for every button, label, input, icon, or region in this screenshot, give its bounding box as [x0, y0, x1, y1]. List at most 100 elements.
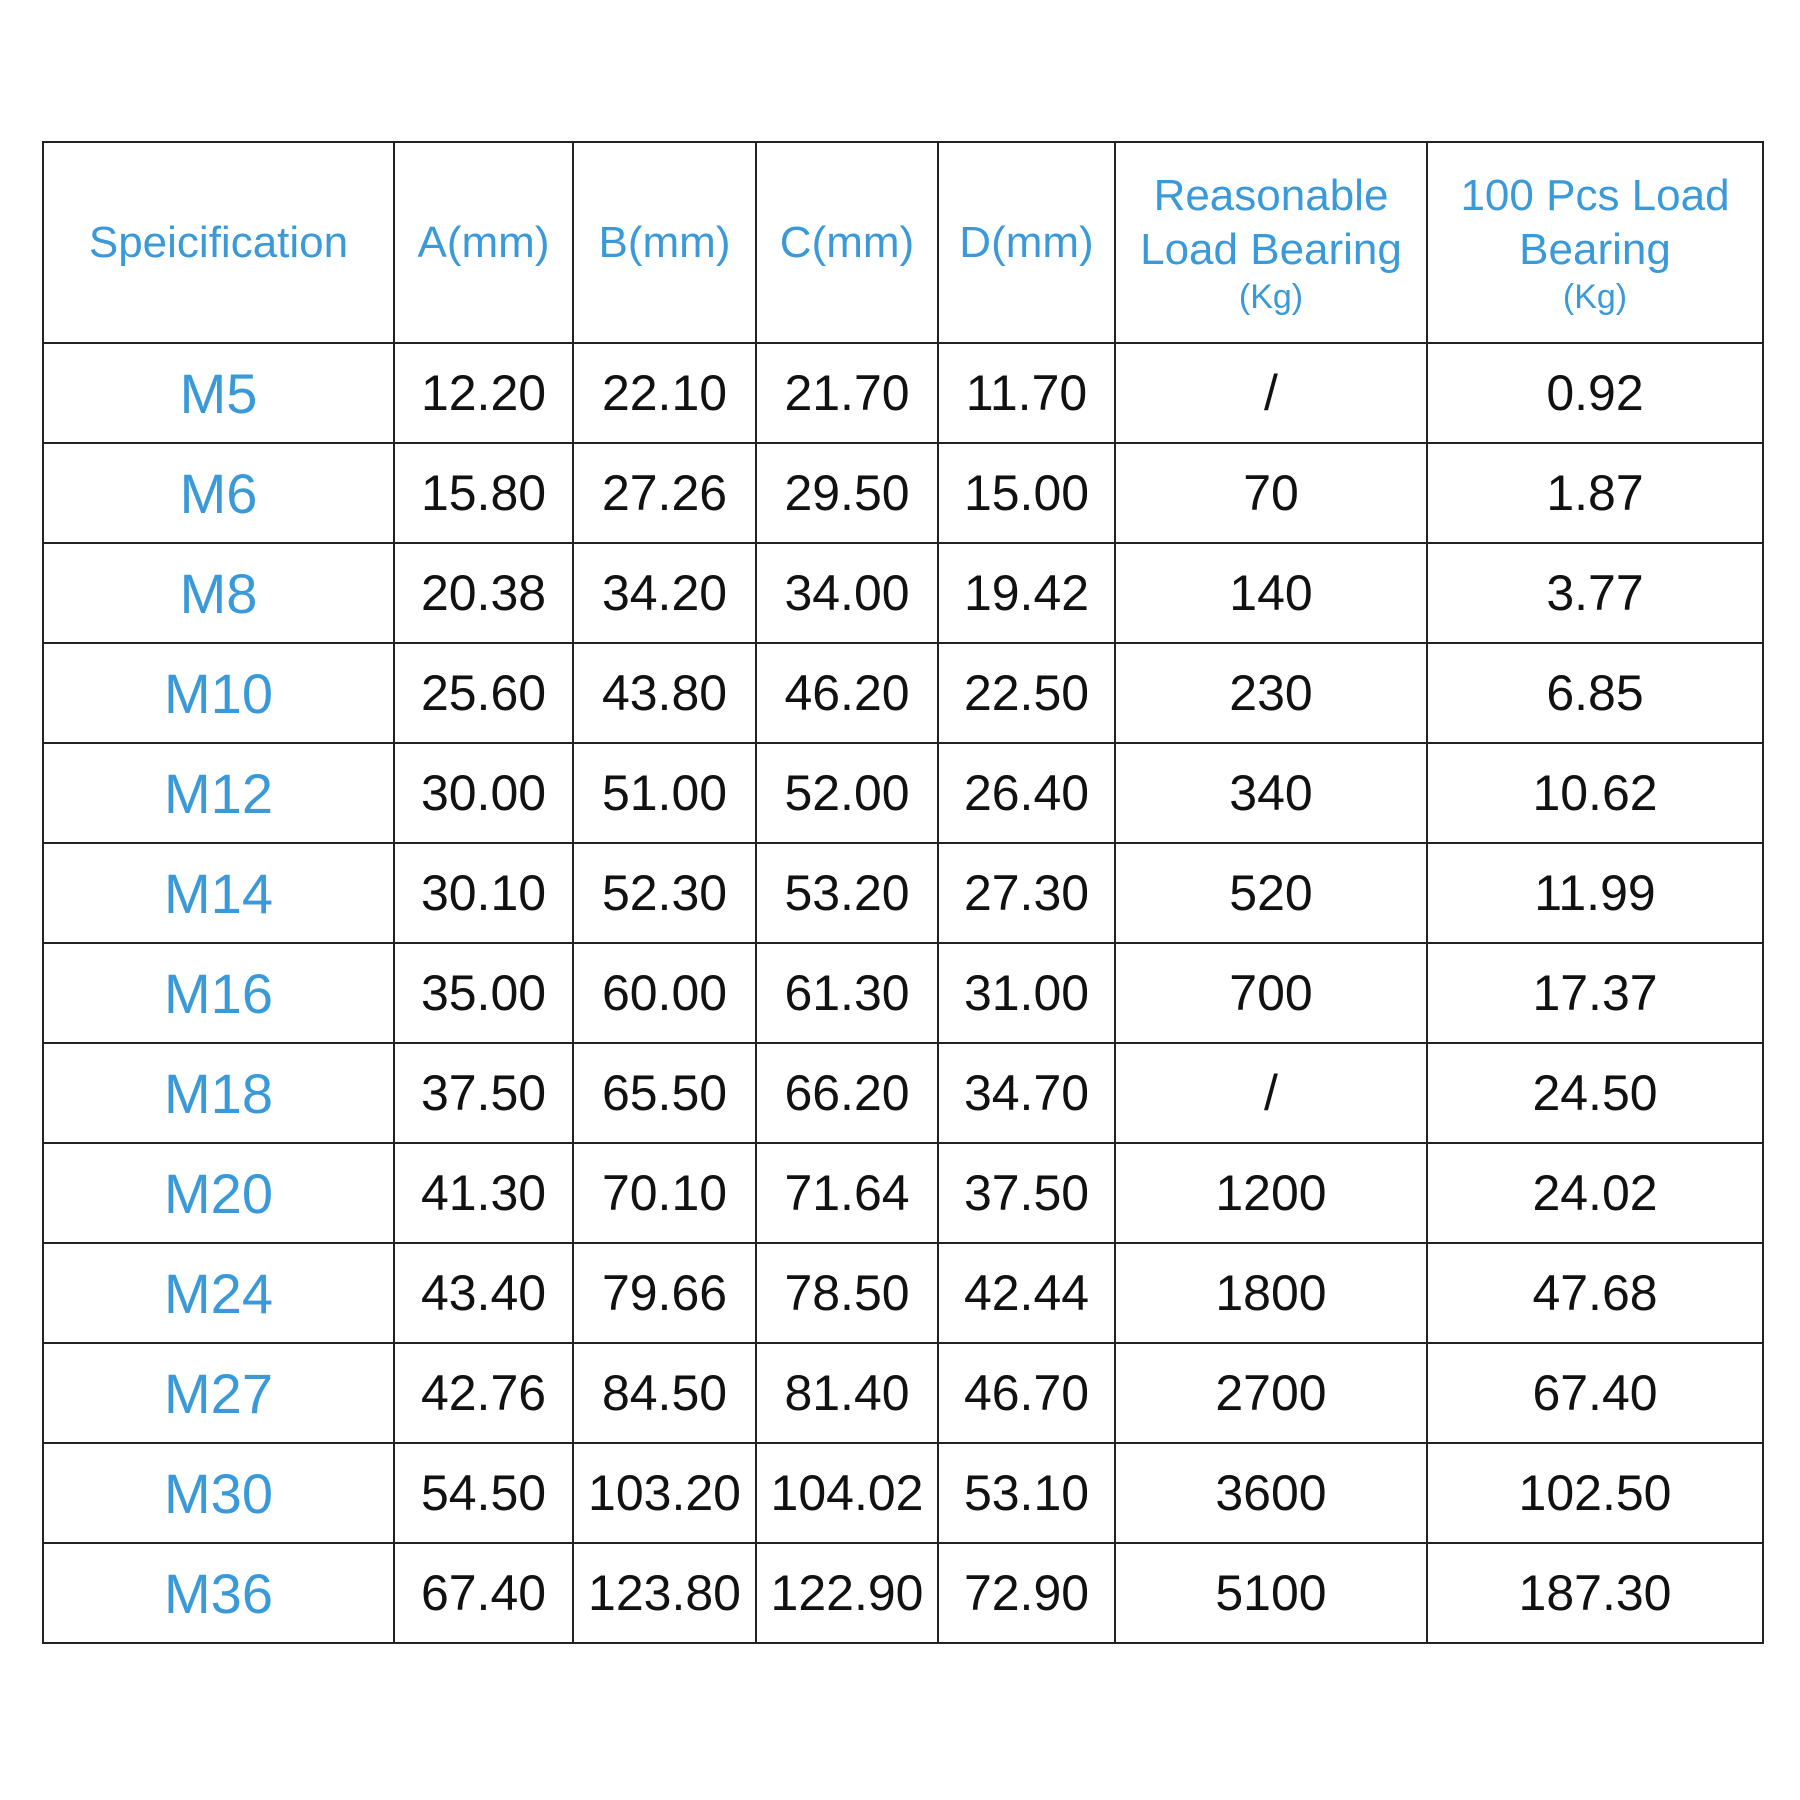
value-cell: 53.10: [937, 1442, 1116, 1544]
value-cell: 103.20: [572, 1442, 757, 1544]
value-cell: 70.10: [572, 1142, 757, 1244]
table-row: M14 30.10 52.30 53.20 27.30 520 11.99: [42, 842, 1764, 944]
column-header-unit: (Kg): [1562, 277, 1628, 316]
value-cell: 35.00: [393, 942, 574, 1044]
value-cell: 37.50: [393, 1042, 574, 1144]
spec-cell: M6: [42, 442, 395, 544]
column-header-label: 100 Pcs Load Bearing: [1460, 170, 1730, 274]
value-cell: 29.50: [755, 442, 939, 544]
spec-cell: M24: [42, 1242, 395, 1344]
value-cell: 67.40: [393, 1542, 574, 1644]
spec-cell: M14: [42, 842, 395, 944]
spec-cell: M10: [42, 642, 395, 744]
value-cell: 25.60: [393, 642, 574, 744]
value-cell: 53.20: [755, 842, 939, 944]
value-cell: 140: [1114, 542, 1428, 644]
value-cell: 51.00: [572, 742, 757, 844]
value-cell: 20.38: [393, 542, 574, 644]
value-cell: 34.70: [937, 1042, 1116, 1144]
value-cell: 104.02: [755, 1442, 939, 1544]
column-header: Speicification: [42, 141, 395, 344]
spec-cell: M8: [42, 542, 395, 644]
value-cell: 43.80: [572, 642, 757, 744]
value-cell: 41.30: [393, 1142, 574, 1244]
column-header-label: A(mm): [417, 217, 550, 267]
table-row: M10 25.60 43.80 46.20 22.50 230 6.85: [42, 642, 1764, 744]
table-row: M20 41.30 70.10 71.64 37.50 1200 24.02: [42, 1142, 1764, 1244]
value-cell: 52.00: [755, 742, 939, 844]
value-cell: 0.92: [1426, 342, 1764, 444]
value-cell: 2700: [1114, 1342, 1428, 1444]
column-header: C(mm): [755, 141, 939, 344]
value-cell: 1.87: [1426, 442, 1764, 544]
table-row: M5 12.20 22.10 21.70 11.70/0.92: [42, 342, 1764, 444]
column-header: Reasonable Load Bearing (Kg): [1114, 141, 1428, 344]
value-cell: 27.26: [572, 442, 757, 544]
value-cell: 22.50: [937, 642, 1116, 744]
value-cell: 30.10: [393, 842, 574, 944]
column-header: B(mm): [572, 141, 757, 344]
spec-cell: M20: [42, 1142, 395, 1244]
specification-table: Speicification A(mm) B(mm) C(mm) D(mm) Reason…: [42, 141, 1764, 1644]
value-cell: 230: [1114, 642, 1428, 744]
table-row: M18 37.50 65.50 66.20 34.70/24.50: [42, 1042, 1764, 1144]
value-cell: 187.30: [1426, 1542, 1764, 1644]
value-cell: /: [1114, 342, 1428, 444]
value-cell: 60.00: [572, 942, 757, 1044]
value-cell: 122.90: [755, 1542, 939, 1644]
value-cell: 27.30: [937, 842, 1116, 944]
value-cell: 6.85: [1426, 642, 1764, 744]
value-cell: 71.64: [755, 1142, 939, 1244]
value-cell: 15.00: [937, 442, 1116, 544]
column-header-label: C(mm): [779, 217, 915, 267]
value-cell: 26.40: [937, 742, 1116, 844]
value-cell: 3.77: [1426, 542, 1764, 644]
value-cell: 70: [1114, 442, 1428, 544]
value-cell: 340: [1114, 742, 1428, 844]
value-cell: 43.40: [393, 1242, 574, 1344]
value-cell: 79.66: [572, 1242, 757, 1344]
value-cell: 66.20: [755, 1042, 939, 1144]
column-header: A(mm): [393, 141, 574, 344]
value-cell: 42.44: [937, 1242, 1116, 1344]
value-cell: 47.68: [1426, 1242, 1764, 1344]
table-row: M36 67.40 123.80 122.90 72.90 5100 187.30: [42, 1542, 1764, 1644]
table-row: M8 20.38 34.20 34.00 19.42 140 3.77: [42, 542, 1764, 644]
spec-cell: M36: [42, 1542, 395, 1644]
value-cell: 78.50: [755, 1242, 939, 1344]
value-cell: 22.10: [572, 342, 757, 444]
value-cell: 15.80: [393, 442, 574, 544]
value-cell: 17.37: [1426, 942, 1764, 1044]
value-cell: 46.20: [755, 642, 939, 744]
spec-cell: M12: [42, 742, 395, 844]
value-cell: 37.50: [937, 1142, 1116, 1244]
column-header: 100 Pcs Load Bearing (Kg): [1426, 141, 1764, 344]
value-cell: 42.76: [393, 1342, 574, 1444]
header-row: Speicification A(mm) B(mm) C(mm) D(mm) Reason…: [42, 141, 1764, 344]
value-cell: 34.20: [572, 542, 757, 644]
value-cell: 65.50: [572, 1042, 757, 1144]
value-cell: 34.00: [755, 542, 939, 644]
value-cell: 5100: [1114, 1542, 1428, 1644]
table-row: M6 15.80 27.26 29.50 15.00 70 1.87: [42, 442, 1764, 544]
value-cell: 61.30: [755, 942, 939, 1044]
value-cell: 102.50: [1426, 1442, 1764, 1544]
value-cell: 84.50: [572, 1342, 757, 1444]
column-header-label: B(mm): [598, 217, 731, 267]
table-row: M30 54.50 103.20 104.02 53.10 3600 102.50: [42, 1442, 1764, 1544]
spec-cell: M27: [42, 1342, 395, 1444]
value-cell: 3600: [1114, 1442, 1428, 1544]
value-cell: /: [1114, 1042, 1428, 1144]
value-cell: 700: [1114, 942, 1428, 1044]
value-cell: 21.70: [755, 342, 939, 444]
value-cell: 24.50: [1426, 1042, 1764, 1144]
column-header-unit: (Kg): [1238, 277, 1304, 316]
value-cell: 67.40: [1426, 1342, 1764, 1444]
table-row: M24 43.40 79.66 78.50 42.44 1800 47.68: [42, 1242, 1764, 1344]
value-cell: 10.62: [1426, 742, 1764, 844]
value-cell: 12.20: [393, 342, 574, 444]
value-cell: 11.99: [1426, 842, 1764, 944]
value-cell: 520: [1114, 842, 1428, 944]
value-cell: 1800: [1114, 1242, 1428, 1344]
value-cell: 81.40: [755, 1342, 939, 1444]
